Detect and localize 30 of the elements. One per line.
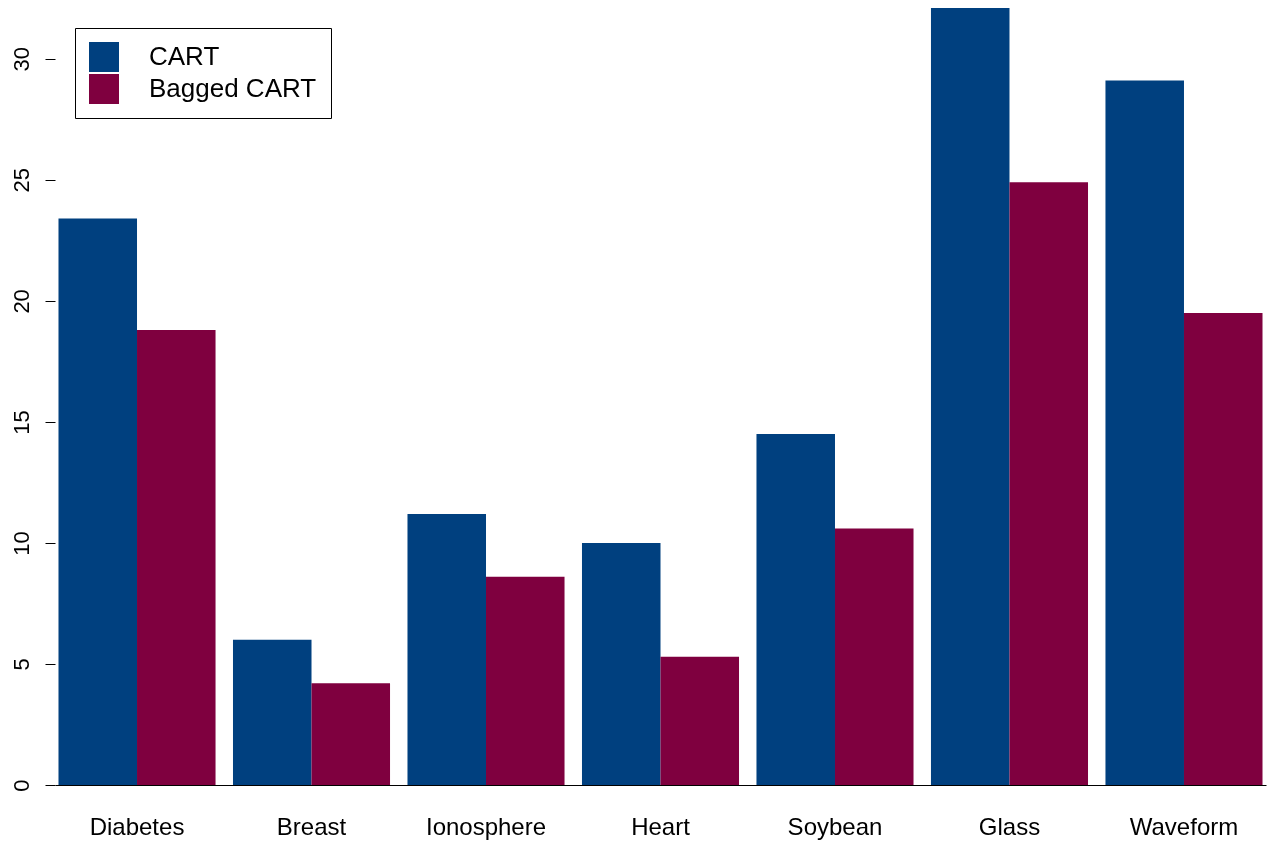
bar <box>1105 80 1184 785</box>
y-tick-label: 10 <box>8 531 34 556</box>
y-tick-label: 0 <box>8 779 34 792</box>
bar <box>835 528 914 785</box>
bar <box>756 434 835 785</box>
x-tick-label: Breast <box>276 812 347 840</box>
x-tick-label: Ionosphere <box>425 812 547 840</box>
legend-label: Bagged CART <box>149 73 317 103</box>
y-tick-label: 25 <box>8 168 34 193</box>
x-tick-label: Diabetes <box>89 812 185 840</box>
bar <box>930 8 1010 785</box>
y-tick-label: 5 <box>8 658 34 671</box>
bar <box>137 329 216 785</box>
x-tick-label: Glass <box>978 812 1041 840</box>
x-tick-label: Heart <box>631 812 691 840</box>
bar <box>407 513 486 785</box>
y-tick-label: 20 <box>8 289 34 314</box>
bar <box>581 542 661 785</box>
y-tick-label: 30 <box>8 47 34 72</box>
x-tick-label: Soybean <box>787 812 883 840</box>
bar <box>1009 182 1089 785</box>
bar <box>1183 312 1263 785</box>
legend-label: CART <box>149 41 220 71</box>
bar <box>311 683 391 785</box>
y-tick-label: 15 <box>8 410 34 435</box>
bar <box>660 656 740 785</box>
bar <box>58 218 138 785</box>
bar <box>486 576 565 785</box>
x-tick-label: Waveform <box>1129 812 1239 840</box>
bar <box>232 639 312 785</box>
